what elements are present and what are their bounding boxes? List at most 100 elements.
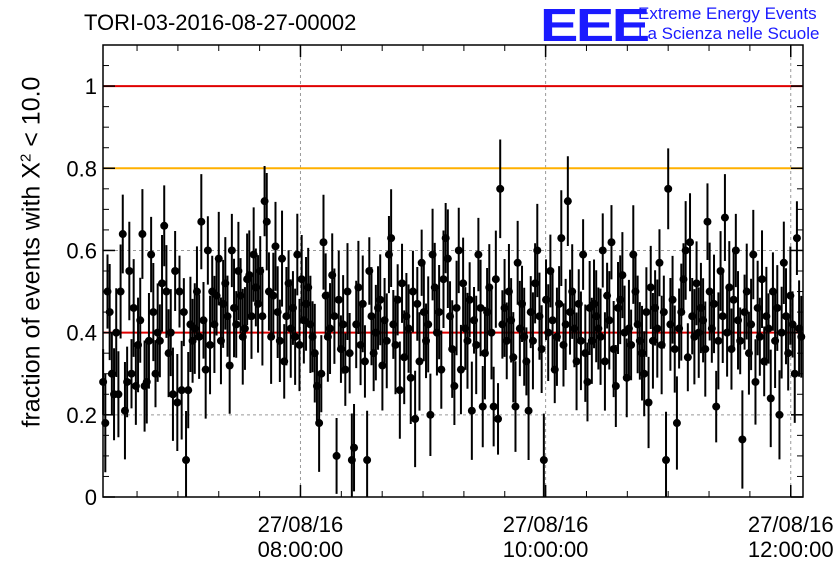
data-point — [548, 316, 557, 325]
data-point — [729, 295, 738, 304]
y-tick-label: 0 — [85, 485, 97, 510]
data-point — [171, 267, 180, 275]
data-point — [683, 353, 692, 362]
data-point — [768, 287, 777, 296]
y-axis-label-suffix: < 10.0 — [17, 76, 46, 154]
data-point — [227, 246, 236, 255]
data-point — [640, 369, 649, 378]
data-point — [528, 336, 537, 345]
data-point — [345, 349, 354, 358]
logo-line-2: La Scienza nelle Scuole — [638, 24, 820, 43]
x-axis-ticks: 27/08/1608:00:0027/08/1610:00:0027/08/16… — [136, 45, 834, 562]
y-axis-label-exponent: 2 — [17, 153, 35, 163]
data-point — [454, 246, 463, 255]
data-point — [443, 254, 452, 263]
data-point — [511, 402, 520, 411]
data-point — [278, 254, 287, 263]
data-point — [476, 303, 485, 312]
y-tick-label: 0.2 — [66, 403, 97, 428]
data-point — [797, 332, 806, 341]
data-point — [720, 213, 729, 222]
data-point — [350, 443, 359, 452]
data-point — [391, 340, 400, 349]
data-point — [158, 279, 167, 288]
data-point — [354, 283, 363, 292]
data-point — [544, 328, 553, 337]
data-point — [319, 238, 328, 247]
data-point — [703, 217, 712, 226]
y-tick-label: 0.6 — [66, 238, 97, 263]
data-point — [201, 365, 210, 374]
data-point — [611, 382, 620, 391]
data-point — [116, 287, 125, 296]
data-point — [705, 287, 714, 296]
data-point — [129, 303, 138, 312]
data-point — [435, 308, 444, 317]
data-point — [144, 336, 153, 345]
data-point — [155, 336, 164, 345]
data-point — [232, 320, 241, 329]
data-point — [459, 279, 468, 288]
data-point — [173, 398, 182, 407]
data-point — [430, 283, 439, 292]
x-tick-label-time: 08:00:00 — [258, 537, 344, 562]
data-point — [465, 295, 474, 304]
data-point — [539, 456, 548, 465]
data-point — [411, 414, 420, 423]
data-points — [99, 139, 806, 497]
data-point — [456, 365, 465, 374]
data-point — [474, 250, 483, 259]
data-point — [576, 336, 585, 345]
data-point — [408, 287, 417, 296]
data-point — [382, 336, 391, 345]
data-point — [646, 283, 655, 292]
chart-title: TORI-03-2016-08-27-00002 — [84, 10, 357, 35]
data-point — [725, 283, 734, 292]
data-point — [777, 328, 786, 337]
data-point — [293, 250, 302, 259]
data-point — [105, 308, 114, 317]
data-point — [175, 287, 184, 296]
data-point — [563, 197, 572, 206]
data-point — [489, 402, 498, 411]
data-point — [439, 275, 448, 284]
data-point — [779, 258, 788, 267]
data-point — [467, 406, 476, 415]
data-point — [533, 246, 542, 255]
data-point — [450, 382, 459, 391]
y-axis-ticks: 0 0.2 0.4 0.6 0.8 1 — [66, 65, 803, 510]
data-point — [662, 456, 671, 465]
data-point — [413, 299, 422, 308]
y-axis-label: fraction of events with X2 < 10.0 — [17, 77, 46, 428]
data-point — [291, 332, 300, 341]
data-point — [149, 308, 158, 317]
data-point — [437, 365, 446, 374]
data-point — [203, 246, 212, 255]
data-point — [192, 287, 201, 296]
data-point — [395, 386, 404, 395]
data-point — [596, 332, 605, 341]
data-point — [555, 299, 564, 308]
data-point — [341, 365, 350, 374]
data-point — [513, 258, 522, 267]
data-point — [123, 377, 132, 386]
data-point — [295, 340, 304, 349]
data-point — [247, 312, 256, 321]
x-tick-label-date: 27/08/16 — [503, 512, 589, 537]
data-point — [136, 316, 145, 325]
data-point — [496, 184, 505, 193]
data-point — [672, 419, 681, 428]
x-tick-label-date: 27/08/16 — [258, 512, 344, 537]
data-point — [398, 279, 407, 288]
data-point — [731, 246, 740, 255]
data-point — [755, 332, 764, 341]
data-point — [182, 456, 191, 465]
data-point — [692, 279, 701, 288]
data-point — [670, 345, 679, 354]
data-point — [195, 332, 204, 341]
y-axis-label-symbol: X — [17, 162, 46, 179]
data-point — [240, 324, 249, 333]
y-tick-label: 0.8 — [66, 156, 97, 181]
data-point — [714, 336, 723, 345]
